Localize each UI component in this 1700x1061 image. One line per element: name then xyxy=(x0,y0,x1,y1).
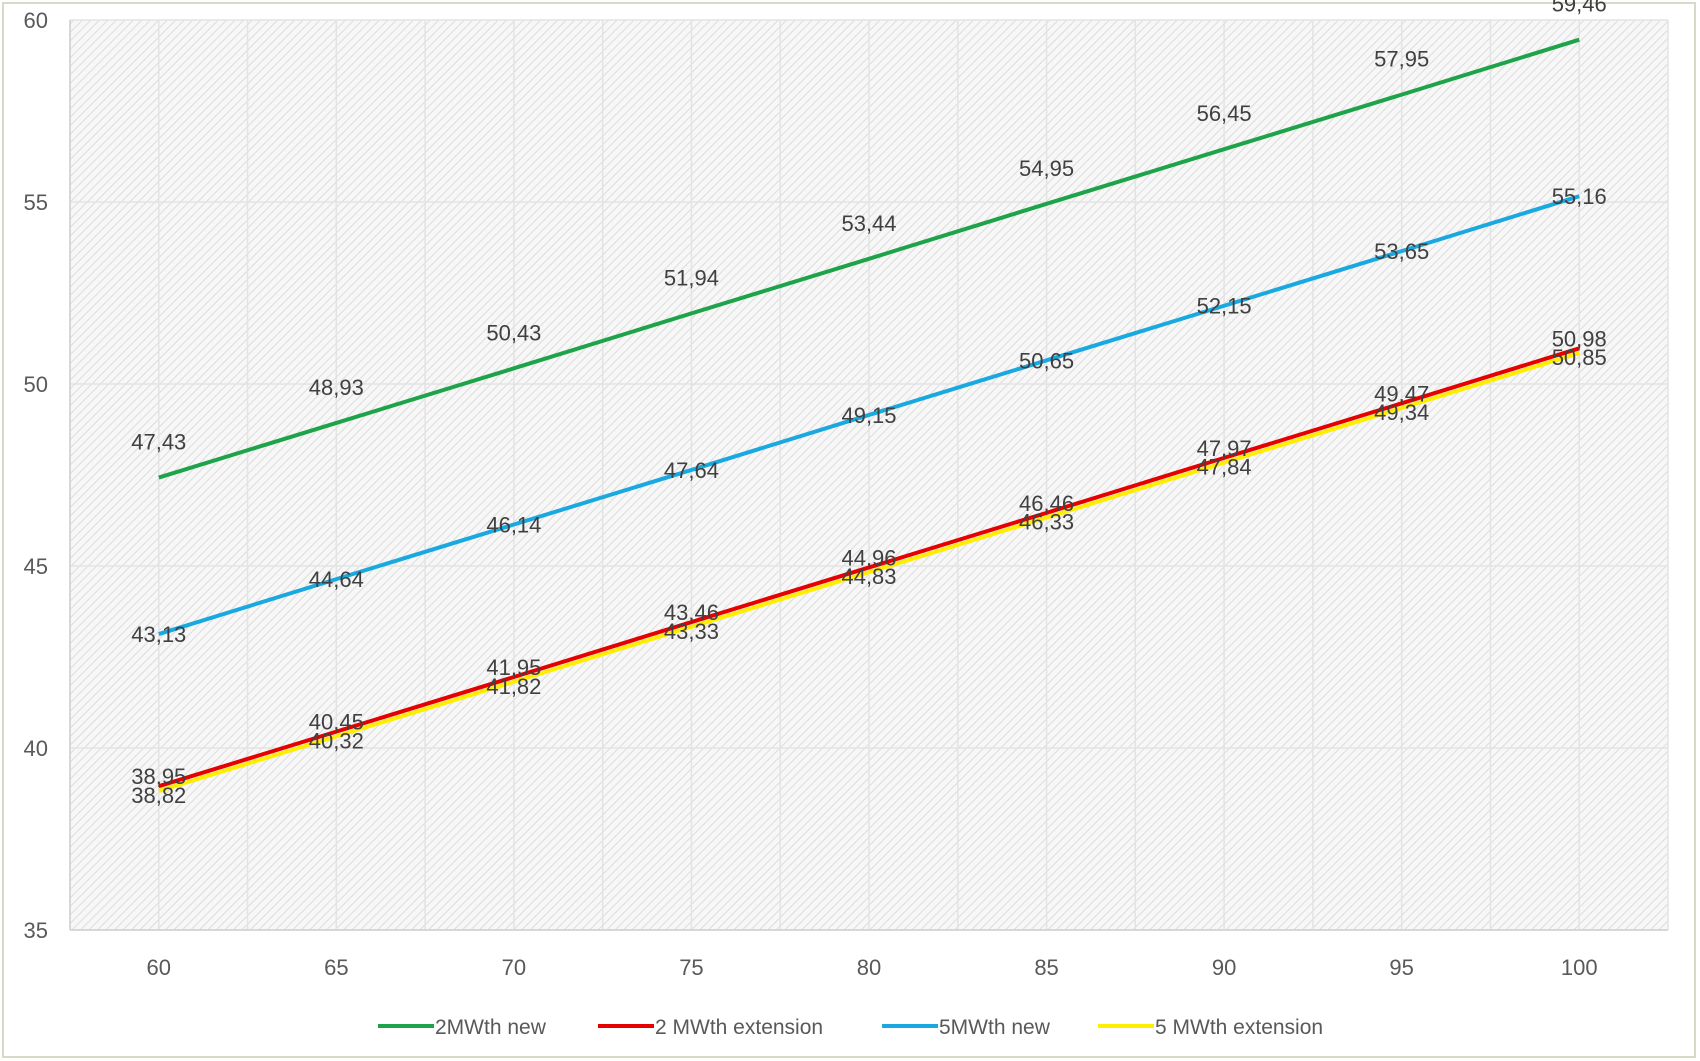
data-label: 38,95 xyxy=(131,764,186,789)
data-label: 53,44 xyxy=(841,211,896,236)
data-label: 44,64 xyxy=(309,567,364,592)
data-label: 40,45 xyxy=(309,710,364,735)
data-label: 47,97 xyxy=(1197,436,1252,461)
legend-label: 5 MWth extension xyxy=(1155,1016,1323,1039)
series-line-1 xyxy=(158,346,1580,789)
data-label: 56,45 xyxy=(1197,101,1252,126)
y-tick-label: 50 xyxy=(24,372,48,397)
x-tick-label: 70 xyxy=(502,955,526,980)
data-label: 46,46 xyxy=(1019,491,1074,516)
x-tick-label: 100 xyxy=(1561,955,1598,980)
data-label: 53,65 xyxy=(1374,239,1429,264)
y-tick-label: 55 xyxy=(24,190,48,215)
x-tick-label: 60 xyxy=(147,955,171,980)
x-tick-label: 90 xyxy=(1212,955,1236,980)
data-label: 44,96 xyxy=(841,545,896,570)
axes: 35 40 45 50 55 60 60 65 70 75 80 85 90 95 100 xyxy=(24,8,1668,980)
data-label: 48,93 xyxy=(309,375,364,400)
data-label: 50,65 xyxy=(1019,348,1074,373)
y-tick-label: 45 xyxy=(24,554,48,579)
series-line-0 xyxy=(158,37,1580,480)
data-label: 38,82 xyxy=(131,783,186,808)
x-tick-label: 85 xyxy=(1034,955,1058,980)
data-label: 50,98 xyxy=(1552,326,1607,351)
data-label: 55,16 xyxy=(1552,184,1607,209)
data-label: 40,32 xyxy=(309,728,364,753)
series-line-2 xyxy=(158,194,1580,636)
series-line-3 xyxy=(158,351,1580,793)
data-label: 49,34 xyxy=(1374,400,1429,425)
legend-label: 2 MWth extension xyxy=(655,1016,823,1039)
x-tick-label: 95 xyxy=(1389,955,1413,980)
data-label: 59,46 xyxy=(1552,0,1607,17)
x-tick-label: 75 xyxy=(679,955,703,980)
data-label: 54,95 xyxy=(1019,156,1074,181)
data-label: 50,43 xyxy=(486,320,541,345)
data-label: 47,64 xyxy=(664,458,719,483)
data-label: 52,15 xyxy=(1197,294,1252,319)
data-label: 49,15 xyxy=(841,403,896,428)
y-tick-label: 60 xyxy=(24,8,48,33)
y-tick-label: 35 xyxy=(24,918,48,943)
data-label: 43,13 xyxy=(131,622,186,647)
data-label: 46,33 xyxy=(1019,510,1074,535)
data-label: 50,85 xyxy=(1552,345,1607,370)
series-lines xyxy=(158,37,1580,793)
data-label: 43,33 xyxy=(664,619,719,644)
data-labels: 47,43 48,93 50,43 51,94 53,44 54,95 56,45 57,95… xyxy=(131,0,1607,808)
legend-label: 5MWth new xyxy=(939,1016,1051,1039)
x-tick-label: 80 xyxy=(857,955,881,980)
data-label: 51,94 xyxy=(664,265,719,290)
data-label: 44,83 xyxy=(841,564,896,589)
data-label: 41,82 xyxy=(486,674,541,699)
legend-label: 2MWth new xyxy=(435,1016,547,1039)
data-label: 41,95 xyxy=(486,655,541,680)
data-label: 57,95 xyxy=(1374,47,1429,72)
data-label: 46,14 xyxy=(486,513,541,538)
data-label: 47,43 xyxy=(131,430,186,455)
data-label: 43,46 xyxy=(664,600,719,625)
legend: 2MWth new 2 MWth extension 5MWth new 5 MWth… xyxy=(378,1016,1323,1039)
data-label: 47,84 xyxy=(1197,455,1252,480)
y-tick-label: 40 xyxy=(24,736,48,761)
x-tick-label: 65 xyxy=(324,955,348,980)
data-label: 49,47 xyxy=(1374,381,1429,406)
